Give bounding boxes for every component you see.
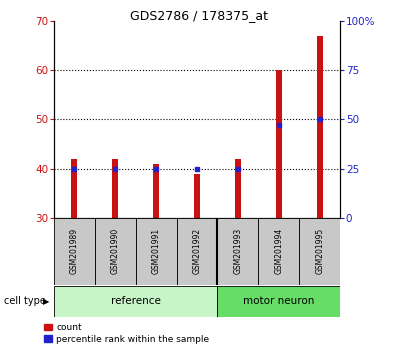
Text: reference: reference (111, 296, 160, 306)
Bar (258, 218, 299, 285)
Bar (317, 36, 323, 218)
Bar (136, 218, 177, 285)
Bar (217, 218, 258, 285)
Legend: count, percentile rank within the sample: count, percentile rank within the sample (44, 323, 209, 344)
Bar (54, 286, 217, 317)
Bar (194, 173, 200, 218)
Text: GSM201989: GSM201989 (70, 228, 79, 274)
Text: GSM201995: GSM201995 (315, 228, 324, 274)
Bar (276, 70, 282, 218)
Text: GSM201991: GSM201991 (152, 228, 160, 274)
Bar (177, 218, 217, 285)
Bar (299, 218, 340, 285)
Text: ▶: ▶ (43, 297, 49, 306)
Bar (54, 218, 95, 285)
Bar (235, 159, 241, 218)
Text: GSM201993: GSM201993 (234, 228, 242, 274)
Bar (71, 159, 77, 218)
Bar (95, 218, 136, 285)
Text: GSM201992: GSM201992 (193, 228, 201, 274)
Text: GSM201990: GSM201990 (111, 228, 120, 274)
Bar (153, 164, 159, 218)
Text: GDS2786 / 178375_at: GDS2786 / 178375_at (130, 9, 268, 22)
Text: GSM201994: GSM201994 (274, 228, 283, 274)
Text: motor neuron: motor neuron (243, 296, 314, 306)
Bar (112, 159, 118, 218)
Text: cell type: cell type (4, 296, 46, 306)
Bar (217, 286, 340, 317)
